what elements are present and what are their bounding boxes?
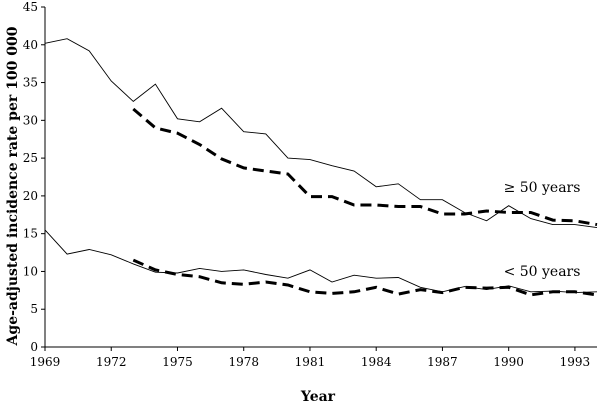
series-layer <box>44 38 598 297</box>
series-line-older-dashed <box>132 107 598 227</box>
series-line-younger-solid <box>44 229 598 294</box>
x-tick-label: 1972 <box>96 355 127 369</box>
y-tick-label: 35 <box>23 76 38 90</box>
x-tick-label: 1969 <box>30 355 61 369</box>
x-tick-label: 1993 <box>560 355 591 369</box>
x-tick-label: 1975 <box>162 355 193 369</box>
annotation-younger: < 50 years <box>504 264 581 280</box>
y-tick-label: 5 <box>30 302 38 316</box>
y-tick-label: 15 <box>23 227 38 241</box>
axes <box>44 7 597 348</box>
y-ticks: 0 5 10 15 20 25 30 35 40 45 <box>23 0 45 354</box>
y-tick-label: 20 <box>23 189 38 203</box>
y-tick-label: 45 <box>23 0 38 14</box>
annotation-older: ≥ 50 years <box>504 180 581 196</box>
y-axis-title: Age-adjusted incidence rate per 100 000 <box>5 26 21 346</box>
series-line-younger-dashed <box>132 258 598 297</box>
y-tick-label: 25 <box>23 151 38 165</box>
y-tick-label: 40 <box>23 38 38 52</box>
x-tick-label: 1984 <box>361 355 392 369</box>
y-tick-label: 30 <box>23 113 38 127</box>
y-tick-label: 10 <box>23 264 38 278</box>
x-tick-label: 1990 <box>493 355 524 369</box>
x-ticks: 1969 1972 1975 1978 1981 1984 1987 1990 1993 <box>30 347 590 369</box>
y-tick-label: 0 <box>30 340 38 354</box>
annotation-layer: ≥ 50 years < 50 years <box>504 180 581 280</box>
x-axis-title: Year <box>300 389 336 405</box>
series-line-older-solid <box>44 38 598 229</box>
x-tick-label: 1987 <box>427 355 458 369</box>
x-tick-label: 1978 <box>228 355 259 369</box>
x-tick-label: 1981 <box>295 355 326 369</box>
